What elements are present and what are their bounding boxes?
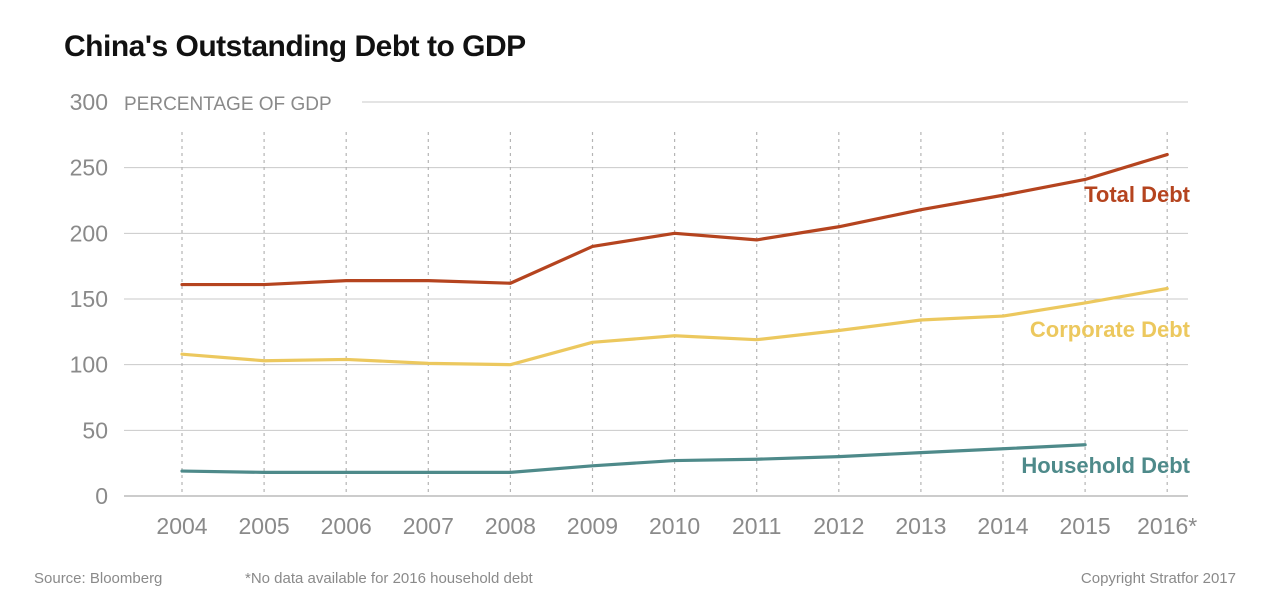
- series-line-household-debt: [180, 443, 1087, 474]
- x-tick-label: 2005: [239, 513, 290, 539]
- y-axis-label: PERCENTAGE OF GDP: [124, 94, 332, 115]
- x-tick-label: 2014: [977, 513, 1028, 539]
- y-tick-label: 200: [70, 220, 108, 246]
- series-line-total-debt: [180, 152, 1169, 287]
- footnote: *No data available for 2016 household de…: [245, 570, 533, 587]
- y-tick-label: 300: [70, 89, 108, 115]
- source-note: Source: Bloomberg: [34, 570, 163, 587]
- x-tick-label: 2006: [321, 513, 372, 539]
- x-tick-label: 2016*: [1137, 513, 1197, 539]
- copyright: Copyright Stratfor 2017: [1080, 570, 1236, 587]
- x-tick-label: 2012: [813, 513, 864, 539]
- y-tick-label: 100: [70, 352, 108, 378]
- x-tick-label: 2015: [1060, 513, 1111, 539]
- x-tick-label: 2011: [732, 513, 781, 539]
- x-tick-label: 2009: [567, 513, 618, 539]
- grid: [124, 101, 1188, 497]
- y-axis-ticks: 0 50 100 150 200 250 300: [70, 89, 108, 509]
- x-tick-label: 2010: [649, 513, 700, 539]
- x-tick-label: 2013: [895, 513, 946, 539]
- y-tick-label: 250: [70, 155, 108, 181]
- y-tick-label: 0: [95, 483, 108, 509]
- x-tick-label: 2008: [485, 513, 536, 539]
- x-axis-ticks: 2004 2005 2006 2007 2008 2009 2010 2011 2012 2013…: [156, 513, 1197, 539]
- x-tick-label: 2004: [156, 513, 207, 539]
- y-tick-label: 150: [70, 286, 108, 312]
- y-tick-label: 50: [82, 417, 108, 443]
- series-label-corporate-debt: Corporate Debt: [1030, 317, 1191, 342]
- series-line-corporate-debt: [180, 286, 1169, 367]
- series-label-total-debt: Total Debt: [1084, 182, 1191, 207]
- x-tick-label: 2007: [403, 513, 454, 539]
- series-lines: [180, 152, 1169, 474]
- series-labels: Total Debt Corporate Debt Household Debt: [1021, 182, 1190, 478]
- series-label-household-debt: Household Debt: [1021, 453, 1190, 478]
- chart-title: China's Outstanding Debt to GDP: [64, 30, 526, 63]
